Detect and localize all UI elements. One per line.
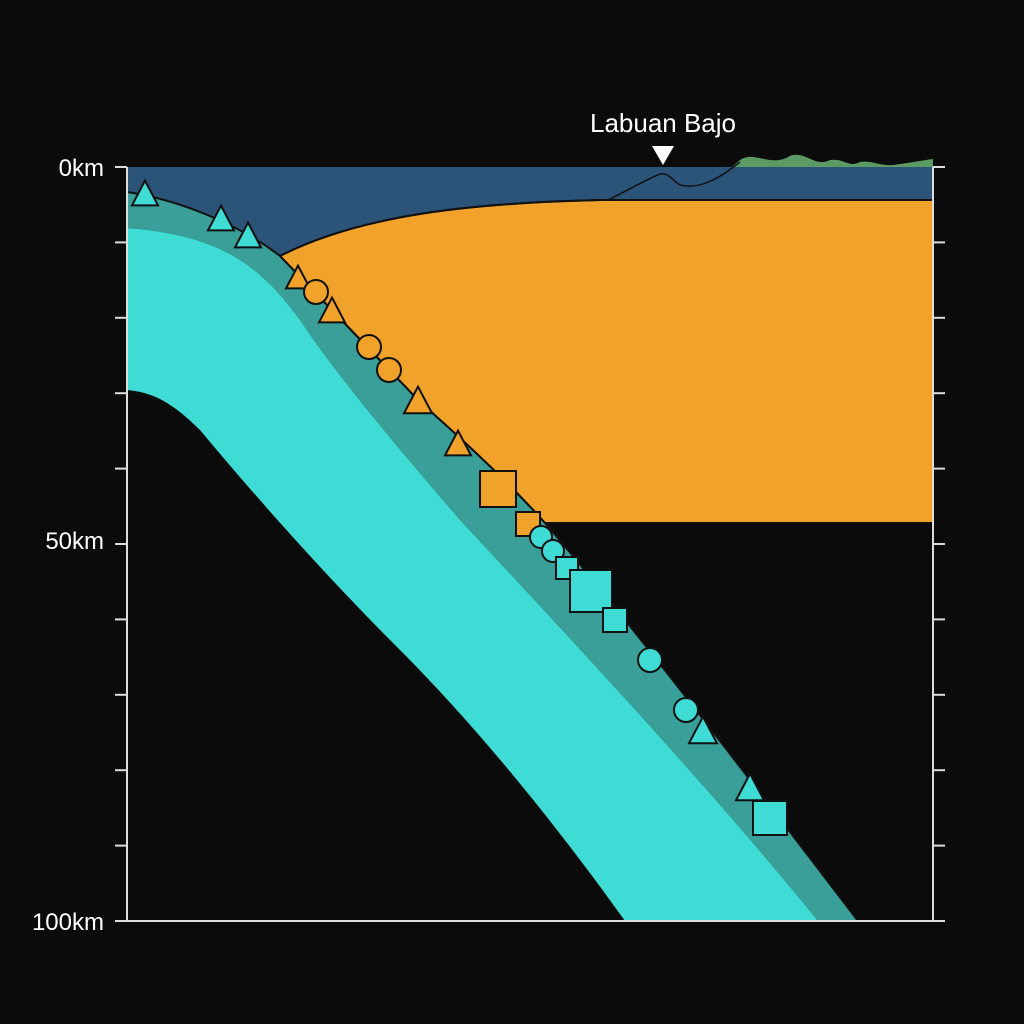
triangle-marker bbox=[734, 771, 766, 802]
land-line bbox=[607, 161, 741, 201]
square-marker bbox=[602, 607, 628, 633]
crust-top-line bbox=[279, 199, 933, 257]
circle-marker bbox=[673, 697, 699, 723]
circle-marker bbox=[356, 334, 382, 360]
circle-marker bbox=[303, 279, 329, 305]
triangle-marker bbox=[206, 203, 236, 232]
place-marker-icon bbox=[652, 146, 674, 165]
triangle-marker bbox=[402, 384, 434, 415]
tick-label-0km: 0km bbox=[59, 155, 104, 182]
triangle-marker bbox=[233, 220, 263, 249]
slab-upper-layer bbox=[127, 192, 858, 921]
square-marker bbox=[479, 470, 517, 508]
tick-label-100km: 100km bbox=[32, 909, 104, 936]
circle-marker bbox=[376, 357, 402, 383]
triangle-marker bbox=[317, 295, 347, 324]
triangle-marker bbox=[284, 263, 312, 290]
square-marker bbox=[752, 800, 788, 836]
triangle-marker bbox=[687, 714, 719, 745]
triangle-marker bbox=[130, 178, 160, 207]
square-marker bbox=[569, 569, 613, 613]
sea-fill bbox=[127, 159, 933, 256]
slab bbox=[127, 228, 818, 921]
earthquake-markers bbox=[130, 178, 788, 836]
circle-marker bbox=[637, 647, 663, 673]
axes bbox=[115, 166, 945, 922]
tick-label-50km: 50km bbox=[45, 528, 104, 555]
triangle-marker bbox=[443, 428, 473, 457]
place-label: Labuan Bajo bbox=[590, 108, 736, 138]
